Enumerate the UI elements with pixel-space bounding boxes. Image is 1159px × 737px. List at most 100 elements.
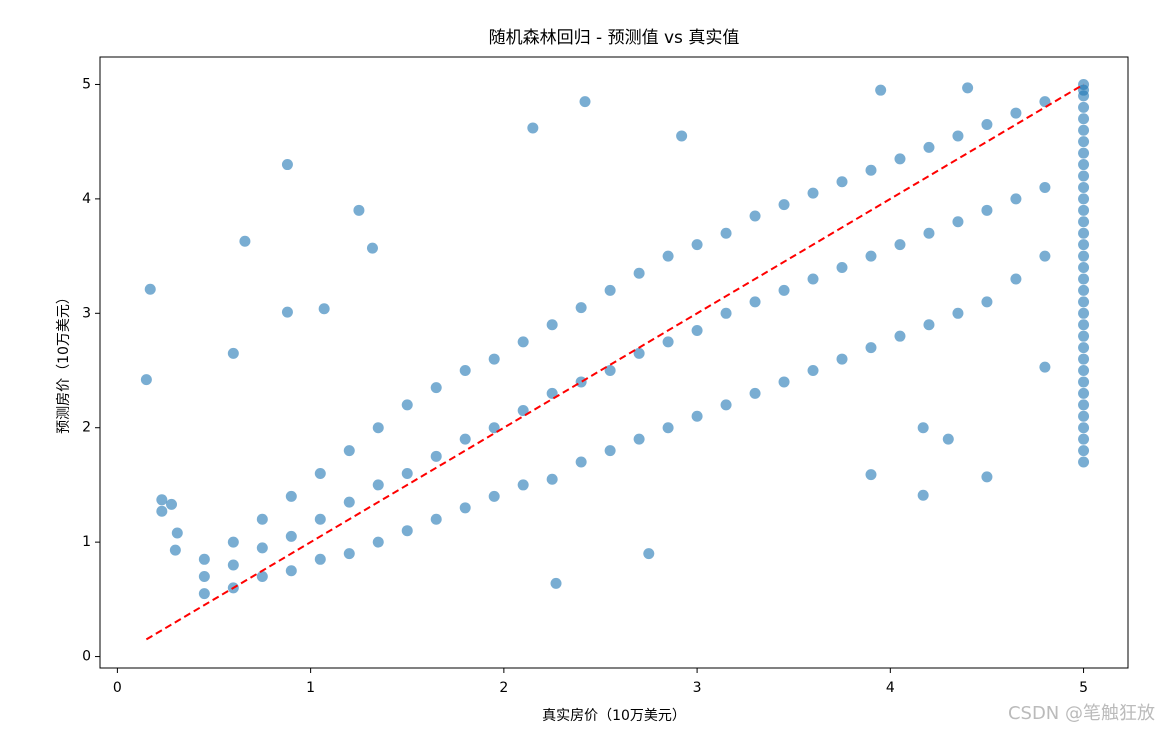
scatter-point	[691, 410, 703, 422]
scatter-point	[1010, 193, 1022, 205]
scatter-point	[1078, 319, 1090, 331]
scatter-point	[865, 250, 877, 262]
scatter-point	[459, 502, 471, 514]
scatter-point	[662, 422, 674, 434]
scatter-point	[314, 513, 326, 525]
scatter-point	[1078, 307, 1090, 319]
y-tick-label: 0	[82, 649, 91, 665]
scatter-point	[353, 204, 365, 216]
scatter-point	[343, 496, 355, 508]
scatter-point	[1078, 353, 1090, 365]
scatter-point	[285, 530, 297, 542]
scatter-point	[1078, 330, 1090, 342]
scatter-point	[227, 536, 239, 548]
scatter-point	[604, 445, 616, 457]
scatter-point	[1078, 239, 1090, 251]
scatter-point	[1078, 159, 1090, 171]
scatter-point	[643, 548, 655, 560]
x-tick-label: 1	[306, 680, 315, 696]
scatter-point	[836, 353, 848, 365]
y-tick-label: 3	[82, 305, 91, 321]
scatter-point	[517, 405, 529, 417]
scatter-point	[575, 456, 587, 468]
y-tick-label: 4	[82, 191, 91, 207]
scatter-point	[459, 433, 471, 445]
scatter-point	[546, 473, 558, 485]
scatter-point	[550, 577, 562, 589]
scatter-point	[1078, 365, 1090, 377]
scatter-point	[256, 570, 268, 582]
scatter-point	[1078, 296, 1090, 308]
scatter-point	[778, 199, 790, 211]
scatter-point	[366, 242, 378, 254]
scatter-point	[981, 119, 993, 131]
scatter-point	[952, 130, 964, 142]
scatter-point	[923, 227, 935, 239]
scatter-point	[778, 284, 790, 296]
scatter-point	[239, 235, 251, 247]
scatter-point	[579, 96, 591, 108]
scatter-point	[1078, 170, 1090, 182]
scatter-point	[401, 467, 413, 479]
x-tick-label: 0	[113, 680, 122, 696]
y-tick-label: 2	[82, 420, 91, 436]
scatter-point	[430, 513, 442, 525]
reference-line	[145, 83, 1085, 641]
scatter-point	[488, 422, 500, 434]
scatter-point	[198, 553, 210, 565]
scatter-point	[1078, 376, 1090, 388]
scatter-point	[1078, 262, 1090, 274]
scatter-point	[1078, 124, 1090, 136]
scatter-point	[314, 467, 326, 479]
scatter-point	[1039, 250, 1051, 262]
scatter-point	[1078, 387, 1090, 399]
scatter-point	[1078, 284, 1090, 296]
scatter-point	[720, 227, 732, 239]
scatter-point	[1078, 456, 1090, 468]
scatter-point	[343, 548, 355, 560]
scatter-point	[281, 306, 293, 318]
scatter-point	[1078, 410, 1090, 422]
scatter-point	[1078, 147, 1090, 159]
scatter-point	[633, 347, 645, 359]
scatter-point	[171, 527, 183, 539]
scatter-point	[459, 365, 471, 377]
scatter-point	[923, 141, 935, 153]
scatter-point	[575, 376, 587, 388]
scatter-point	[807, 187, 819, 199]
scatter-point	[1078, 273, 1090, 285]
scatter-point	[1078, 250, 1090, 262]
scatter-point	[1078, 433, 1090, 445]
scatter-point	[1078, 216, 1090, 228]
x-tick-label: 2	[499, 680, 508, 696]
scatter-point	[981, 296, 993, 308]
scatter-point	[256, 513, 268, 525]
scatter-point	[691, 324, 703, 336]
scatter-point	[1039, 96, 1051, 108]
y-axis-label: 预测房价（10万美元）	[56, 290, 72, 434]
scatter-point	[488, 353, 500, 365]
x-axis-label: 真实房价（10万美元）	[542, 708, 686, 724]
scatter-point	[401, 399, 413, 411]
scatter-point	[807, 273, 819, 285]
scatter-point	[875, 84, 887, 96]
scatter-point	[894, 239, 906, 251]
scatter-point	[865, 164, 877, 176]
scatter-point	[198, 588, 210, 600]
scatter-point	[691, 239, 703, 251]
scatter-point	[517, 479, 529, 491]
scatter-point	[962, 82, 974, 94]
scatter-point	[1078, 90, 1090, 102]
scatter-point	[1010, 107, 1022, 119]
scatter-point	[1078, 204, 1090, 216]
scatter-point	[836, 176, 848, 188]
scatter-point	[165, 498, 177, 510]
scatter-point	[1078, 342, 1090, 354]
scatter-point	[281, 159, 293, 171]
scatter-point	[488, 490, 500, 502]
scatter-point	[894, 330, 906, 342]
scatter-point	[749, 387, 761, 399]
scatter-point	[1078, 227, 1090, 239]
scatter-point	[1078, 399, 1090, 411]
scatter-point	[198, 570, 210, 582]
